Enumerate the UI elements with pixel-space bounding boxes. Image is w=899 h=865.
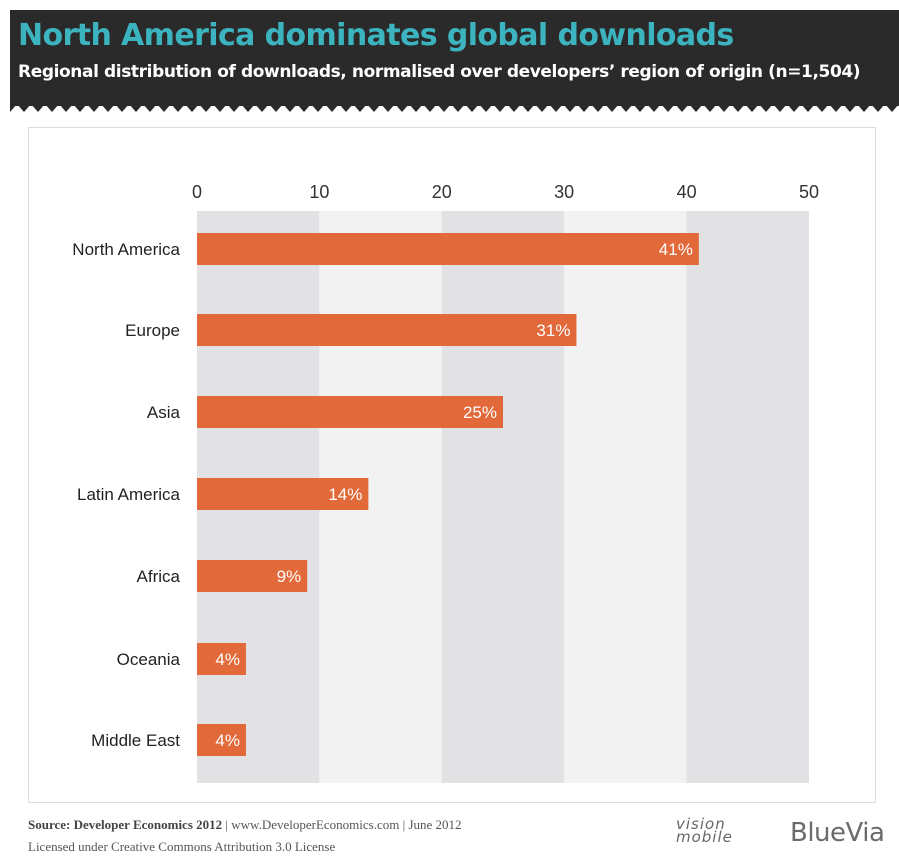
footer: Source: Developer Economics 2012 | www.D… <box>28 814 462 858</box>
x-tick-label: 40 <box>677 182 697 202</box>
category-label: Middle East <box>91 731 180 750</box>
bar-chart: 0 10 20 30 40 50 North America 41% Europe 31% Asia… <box>72 182 819 783</box>
bar <box>197 560 308 592</box>
visionmobile-logo-line2: mobile <box>676 828 733 846</box>
source-label: Source: Developer Economics 2012 <box>28 817 223 832</box>
data-label: 14% <box>328 485 362 504</box>
x-tick-label: 20 <box>432 182 452 202</box>
header-banner <box>10 10 899 106</box>
x-tick-label: 10 <box>309 182 329 202</box>
bar <box>197 314 577 346</box>
data-label: 4% <box>215 731 240 750</box>
bar <box>197 233 699 265</box>
grid-band <box>564 211 687 783</box>
x-tick-label: 50 <box>799 182 819 202</box>
category-label: Europe <box>125 321 180 340</box>
data-label: 41% <box>659 240 693 259</box>
data-label: 31% <box>536 321 570 340</box>
bar <box>197 643 246 675</box>
category-label: Asia <box>147 403 181 422</box>
bar <box>197 396 503 428</box>
category-label: Latin America <box>77 485 181 504</box>
x-tick-label: 30 <box>554 182 574 202</box>
visionmobile-logo: vision mobile <box>676 815 733 846</box>
x-tick-label: 0 <box>192 182 202 202</box>
bluevia-logo: BlueVia <box>790 818 885 848</box>
category-label: North America <box>72 240 180 259</box>
bar <box>197 478 369 510</box>
chart-subtitle: Regional distribution of downloads, norm… <box>18 62 861 82</box>
header-zigzag-edge <box>10 100 899 112</box>
visionmobile-logo-line1: vision <box>676 815 726 833</box>
data-label: 9% <box>277 567 302 586</box>
chart-panel: 0 10 20 30 40 50 North America 41% Europe 31% Asia… <box>28 127 876 803</box>
data-label: 4% <box>215 650 240 669</box>
grid-band <box>686 211 809 783</box>
category-label: Africa <box>137 567 181 586</box>
license-line: Licensed under Creative Commons Attribut… <box>28 839 336 854</box>
data-label: 25% <box>463 403 497 422</box>
source-details: | www.DeveloperEconomics.com | June 2012 <box>222 817 462 832</box>
grid-band <box>441 211 565 783</box>
chart-title: North America dominates global downloads <box>18 18 734 53</box>
source-line: Source: Developer Economics 2012 | www.D… <box>28 814 462 836</box>
bar <box>197 724 246 756</box>
category-label: Oceania <box>117 650 181 669</box>
